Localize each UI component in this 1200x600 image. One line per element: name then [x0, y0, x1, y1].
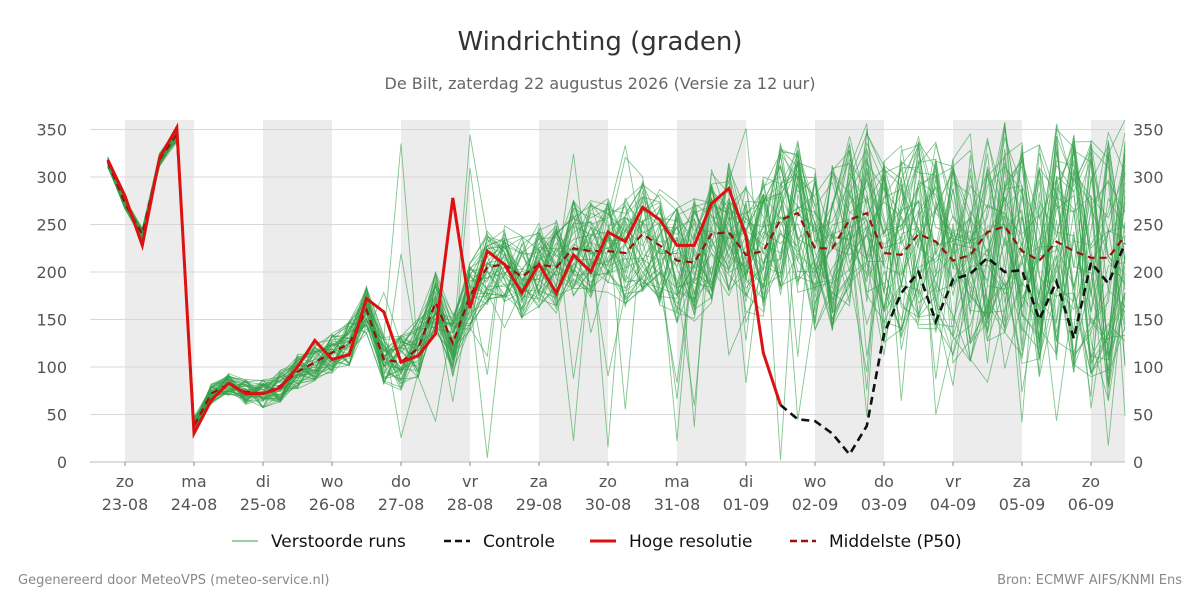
y-tick-right-300: 300 — [1133, 168, 1164, 187]
y-tick-left-50: 50 — [47, 406, 67, 425]
day-band-1 — [263, 120, 332, 462]
y-tick-left-100: 100 — [36, 358, 67, 377]
y-tick-right-150: 150 — [1133, 311, 1164, 330]
y-tick-left-300: 300 — [36, 168, 67, 187]
x-tick-dow-5: vr — [462, 472, 478, 491]
ensemble-member-31 — [107, 128, 1126, 436]
y-tick-left-150: 150 — [36, 311, 67, 330]
legend-label-1: Controle — [483, 532, 555, 552]
footer-generated-by: Gegenereerd door MeteoVPS (meteo-service… — [18, 573, 329, 588]
x-tick-dow-9: di — [739, 472, 754, 491]
x-tick-date-12: 04-09 — [930, 495, 977, 514]
x-tick-date-8: 31-08 — [654, 495, 701, 514]
ensemble-member-25 — [107, 136, 1126, 422]
x-tick-date-5: 28-08 — [447, 495, 494, 514]
x-axis: zo 23-08 ma 24-08 di 25-08 wo 26-08 do 27-08 vr 28-… — [102, 462, 1115, 514]
legend-label-3: Middelste (P50) — [829, 532, 962, 552]
main-series — [106, 122, 1127, 457]
y-axis-left: 0 50 100 150 200 250 300 350 — [36, 121, 67, 473]
ensemble-member-43 — [107, 119, 1126, 429]
ensemble-member-49 — [107, 127, 1126, 441]
x-tick-date-14: 06-09 — [1068, 495, 1115, 514]
x-tick-date-10: 02-09 — [792, 495, 839, 514]
x-tick-dow-4: do — [391, 472, 411, 491]
x-tick-dow-6: za — [530, 472, 548, 491]
x-tick-date-13: 05-09 — [999, 495, 1046, 514]
x-tick-date-0: 23-08 — [102, 495, 149, 514]
ensemble-member-34 — [107, 132, 1126, 427]
y-tick-left-200: 200 — [36, 263, 67, 282]
x-tick-date-9: 01-09 — [723, 495, 770, 514]
y-tick-right-250: 250 — [1133, 216, 1164, 235]
x-tick-date-6: 29-08 — [516, 495, 563, 514]
ensemble-member-44 — [107, 127, 1126, 461]
chart-subtitle: De Bilt, zaterdag 22 augustus 2026 (Vers… — [385, 74, 816, 93]
y-tick-left-0: 0 — [57, 453, 67, 472]
day-band-0 — [125, 120, 194, 462]
x-tick-dow-13: za — [1013, 472, 1031, 491]
legend: Verstoorde runs Controle Hoge resolutie Mid… — [232, 532, 962, 552]
x-tick-dow-8: ma — [664, 472, 689, 491]
x-tick-dow-7: zo — [599, 472, 617, 491]
x-tick-date-4: 27-08 — [378, 495, 425, 514]
ensemble-member-16 — [107, 127, 1126, 434]
footer-source: Bron: ECMWF AIFS/KNMI Ens — [997, 573, 1182, 588]
ensemble-member-46 — [107, 125, 1126, 432]
y-tick-left-350: 350 — [36, 121, 67, 140]
x-tick-dow-2: di — [256, 472, 271, 491]
y-axis-right: 0 50 100 150 200 250 300 350 — [1133, 121, 1164, 473]
chart-title: Windrichting (graden) — [457, 27, 742, 57]
x-tick-date-11: 03-09 — [861, 495, 908, 514]
x-tick-dow-1: ma — [181, 472, 206, 491]
y-tick-right-350: 350 — [1133, 121, 1164, 140]
x-tick-date-7: 30-08 — [585, 495, 632, 514]
y-tick-right-50: 50 — [1133, 406, 1153, 425]
y-tick-right-200: 200 — [1133, 263, 1164, 282]
x-tick-dow-11: do — [874, 472, 894, 491]
x-tick-date-1: 24-08 — [171, 495, 218, 514]
x-tick-dow-10: wo — [804, 472, 827, 491]
x-tick-dow-12: vr — [945, 472, 961, 491]
legend-label-0: Verstoorde runs — [271, 532, 406, 552]
x-tick-dow-0: zo — [116, 472, 134, 491]
y-tick-left-250: 250 — [36, 216, 67, 235]
y-tick-right-0: 0 — [1133, 453, 1143, 472]
legend-label-2: Hoge resolutie — [629, 532, 753, 552]
x-tick-dow-14: zo — [1082, 472, 1100, 491]
x-tick-dow-3: wo — [321, 472, 344, 491]
series-controle — [779, 242, 1127, 457]
y-tick-right-100: 100 — [1133, 358, 1164, 377]
series-hoge-resolutie — [106, 122, 782, 440]
ensemble-member-48 — [107, 127, 1126, 426]
x-tick-date-3: 26-08 — [309, 495, 356, 514]
x-tick-date-2: 25-08 — [240, 495, 287, 514]
ensemble-member-50 — [107, 127, 1126, 421]
ensemble-member-14 — [107, 130, 1126, 424]
